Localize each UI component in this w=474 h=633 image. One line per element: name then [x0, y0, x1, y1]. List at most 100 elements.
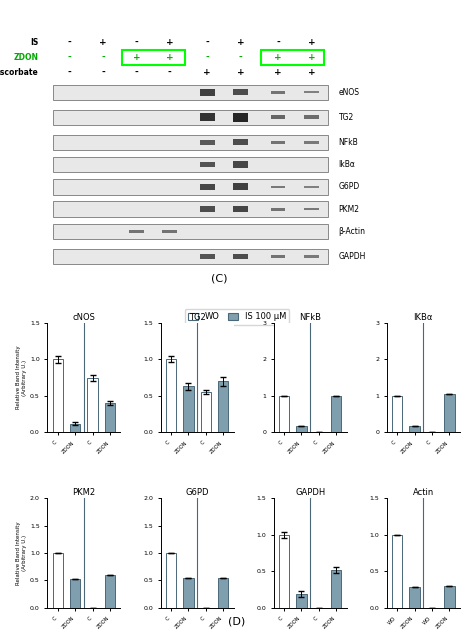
- Bar: [233, 113, 248, 122]
- Bar: [70, 579, 81, 608]
- Y-axis label: Relative Band Intensity
(Arbitrary U.): Relative Band Intensity (Arbitrary U.): [16, 521, 27, 585]
- Text: -: -: [205, 37, 209, 47]
- Text: ZDON: ZDON: [13, 53, 38, 62]
- Bar: [53, 249, 328, 264]
- Bar: [183, 386, 193, 432]
- Bar: [444, 586, 455, 608]
- Text: (C): (C): [211, 274, 228, 284]
- Text: NFkB: NFkB: [338, 138, 358, 147]
- Text: +: +: [308, 68, 315, 77]
- Text: (D): (D): [228, 617, 246, 627]
- Text: -: -: [68, 53, 72, 62]
- Text: TG2: TG2: [338, 113, 354, 122]
- Text: -: -: [101, 68, 105, 77]
- Text: β-Actin: β-Actin: [338, 227, 365, 236]
- Title: NFkB: NFkB: [299, 313, 321, 322]
- Bar: [105, 403, 115, 432]
- Bar: [392, 535, 402, 608]
- Bar: [53, 553, 63, 608]
- Title: TG2: TG2: [189, 313, 205, 322]
- Bar: [331, 396, 341, 432]
- Bar: [304, 255, 319, 258]
- Text: G6PD: G6PD: [338, 182, 360, 191]
- Bar: [410, 587, 420, 608]
- Text: +: +: [203, 68, 211, 77]
- Bar: [200, 206, 215, 212]
- Text: -: -: [101, 53, 105, 62]
- Bar: [166, 553, 176, 608]
- Bar: [53, 135, 328, 150]
- Bar: [296, 594, 307, 608]
- Title: PKM2: PKM2: [73, 488, 95, 498]
- Text: +: +: [166, 53, 173, 62]
- Bar: [122, 49, 185, 65]
- Bar: [304, 186, 319, 188]
- Text: -: -: [135, 68, 138, 77]
- Bar: [200, 184, 215, 190]
- Bar: [233, 206, 248, 213]
- Bar: [304, 115, 319, 119]
- Bar: [129, 230, 144, 233]
- Bar: [105, 575, 115, 608]
- Bar: [53, 157, 328, 172]
- Text: +: +: [133, 53, 140, 62]
- Text: -: -: [135, 37, 138, 47]
- Text: +: +: [237, 37, 245, 47]
- Bar: [271, 115, 285, 119]
- Text: IkBα: IkBα: [338, 160, 356, 169]
- Text: GAPDH: GAPDH: [338, 252, 366, 261]
- Bar: [53, 201, 328, 216]
- Bar: [233, 184, 248, 191]
- Bar: [53, 223, 328, 239]
- Bar: [410, 426, 420, 432]
- Text: +: +: [99, 37, 107, 47]
- Bar: [444, 394, 455, 432]
- Bar: [261, 49, 324, 65]
- Bar: [279, 396, 289, 432]
- Text: -: -: [168, 68, 172, 77]
- Bar: [233, 253, 248, 260]
- Text: eNOS: eNOS: [338, 87, 360, 97]
- Bar: [87, 378, 98, 432]
- Bar: [271, 185, 285, 188]
- Bar: [271, 208, 285, 211]
- Bar: [233, 89, 248, 95]
- Text: +: +: [166, 37, 173, 47]
- Bar: [296, 426, 307, 432]
- Bar: [200, 89, 215, 96]
- Bar: [183, 577, 193, 608]
- Text: -: -: [276, 37, 280, 47]
- Bar: [233, 161, 248, 168]
- Bar: [271, 91, 285, 94]
- Title: G6PD: G6PD: [185, 488, 209, 498]
- Text: PKM2: PKM2: [338, 204, 360, 214]
- Text: +: +: [308, 53, 315, 62]
- Title: Actin: Actin: [413, 488, 434, 498]
- Bar: [53, 179, 328, 194]
- Bar: [304, 91, 319, 93]
- Bar: [53, 360, 63, 432]
- Text: -: -: [205, 53, 209, 62]
- Bar: [200, 113, 215, 121]
- Bar: [304, 141, 319, 144]
- Bar: [201, 392, 211, 432]
- Text: -: -: [68, 37, 72, 47]
- Bar: [200, 140, 215, 145]
- Bar: [163, 230, 177, 233]
- Text: +: +: [237, 68, 245, 77]
- Bar: [304, 208, 319, 210]
- Text: Ascorbate: Ascorbate: [0, 68, 38, 77]
- Title: GAPDH: GAPDH: [295, 488, 325, 498]
- Text: +: +: [274, 68, 282, 77]
- Text: IS: IS: [30, 37, 38, 47]
- Bar: [233, 139, 248, 146]
- Bar: [331, 570, 341, 608]
- Bar: [271, 141, 285, 144]
- Text: +: +: [308, 37, 315, 47]
- Text: +: +: [274, 53, 282, 62]
- Bar: [271, 255, 285, 258]
- Title: cNOS: cNOS: [73, 313, 95, 322]
- Bar: [279, 535, 289, 608]
- Text: -: -: [239, 53, 243, 62]
- Bar: [200, 254, 215, 260]
